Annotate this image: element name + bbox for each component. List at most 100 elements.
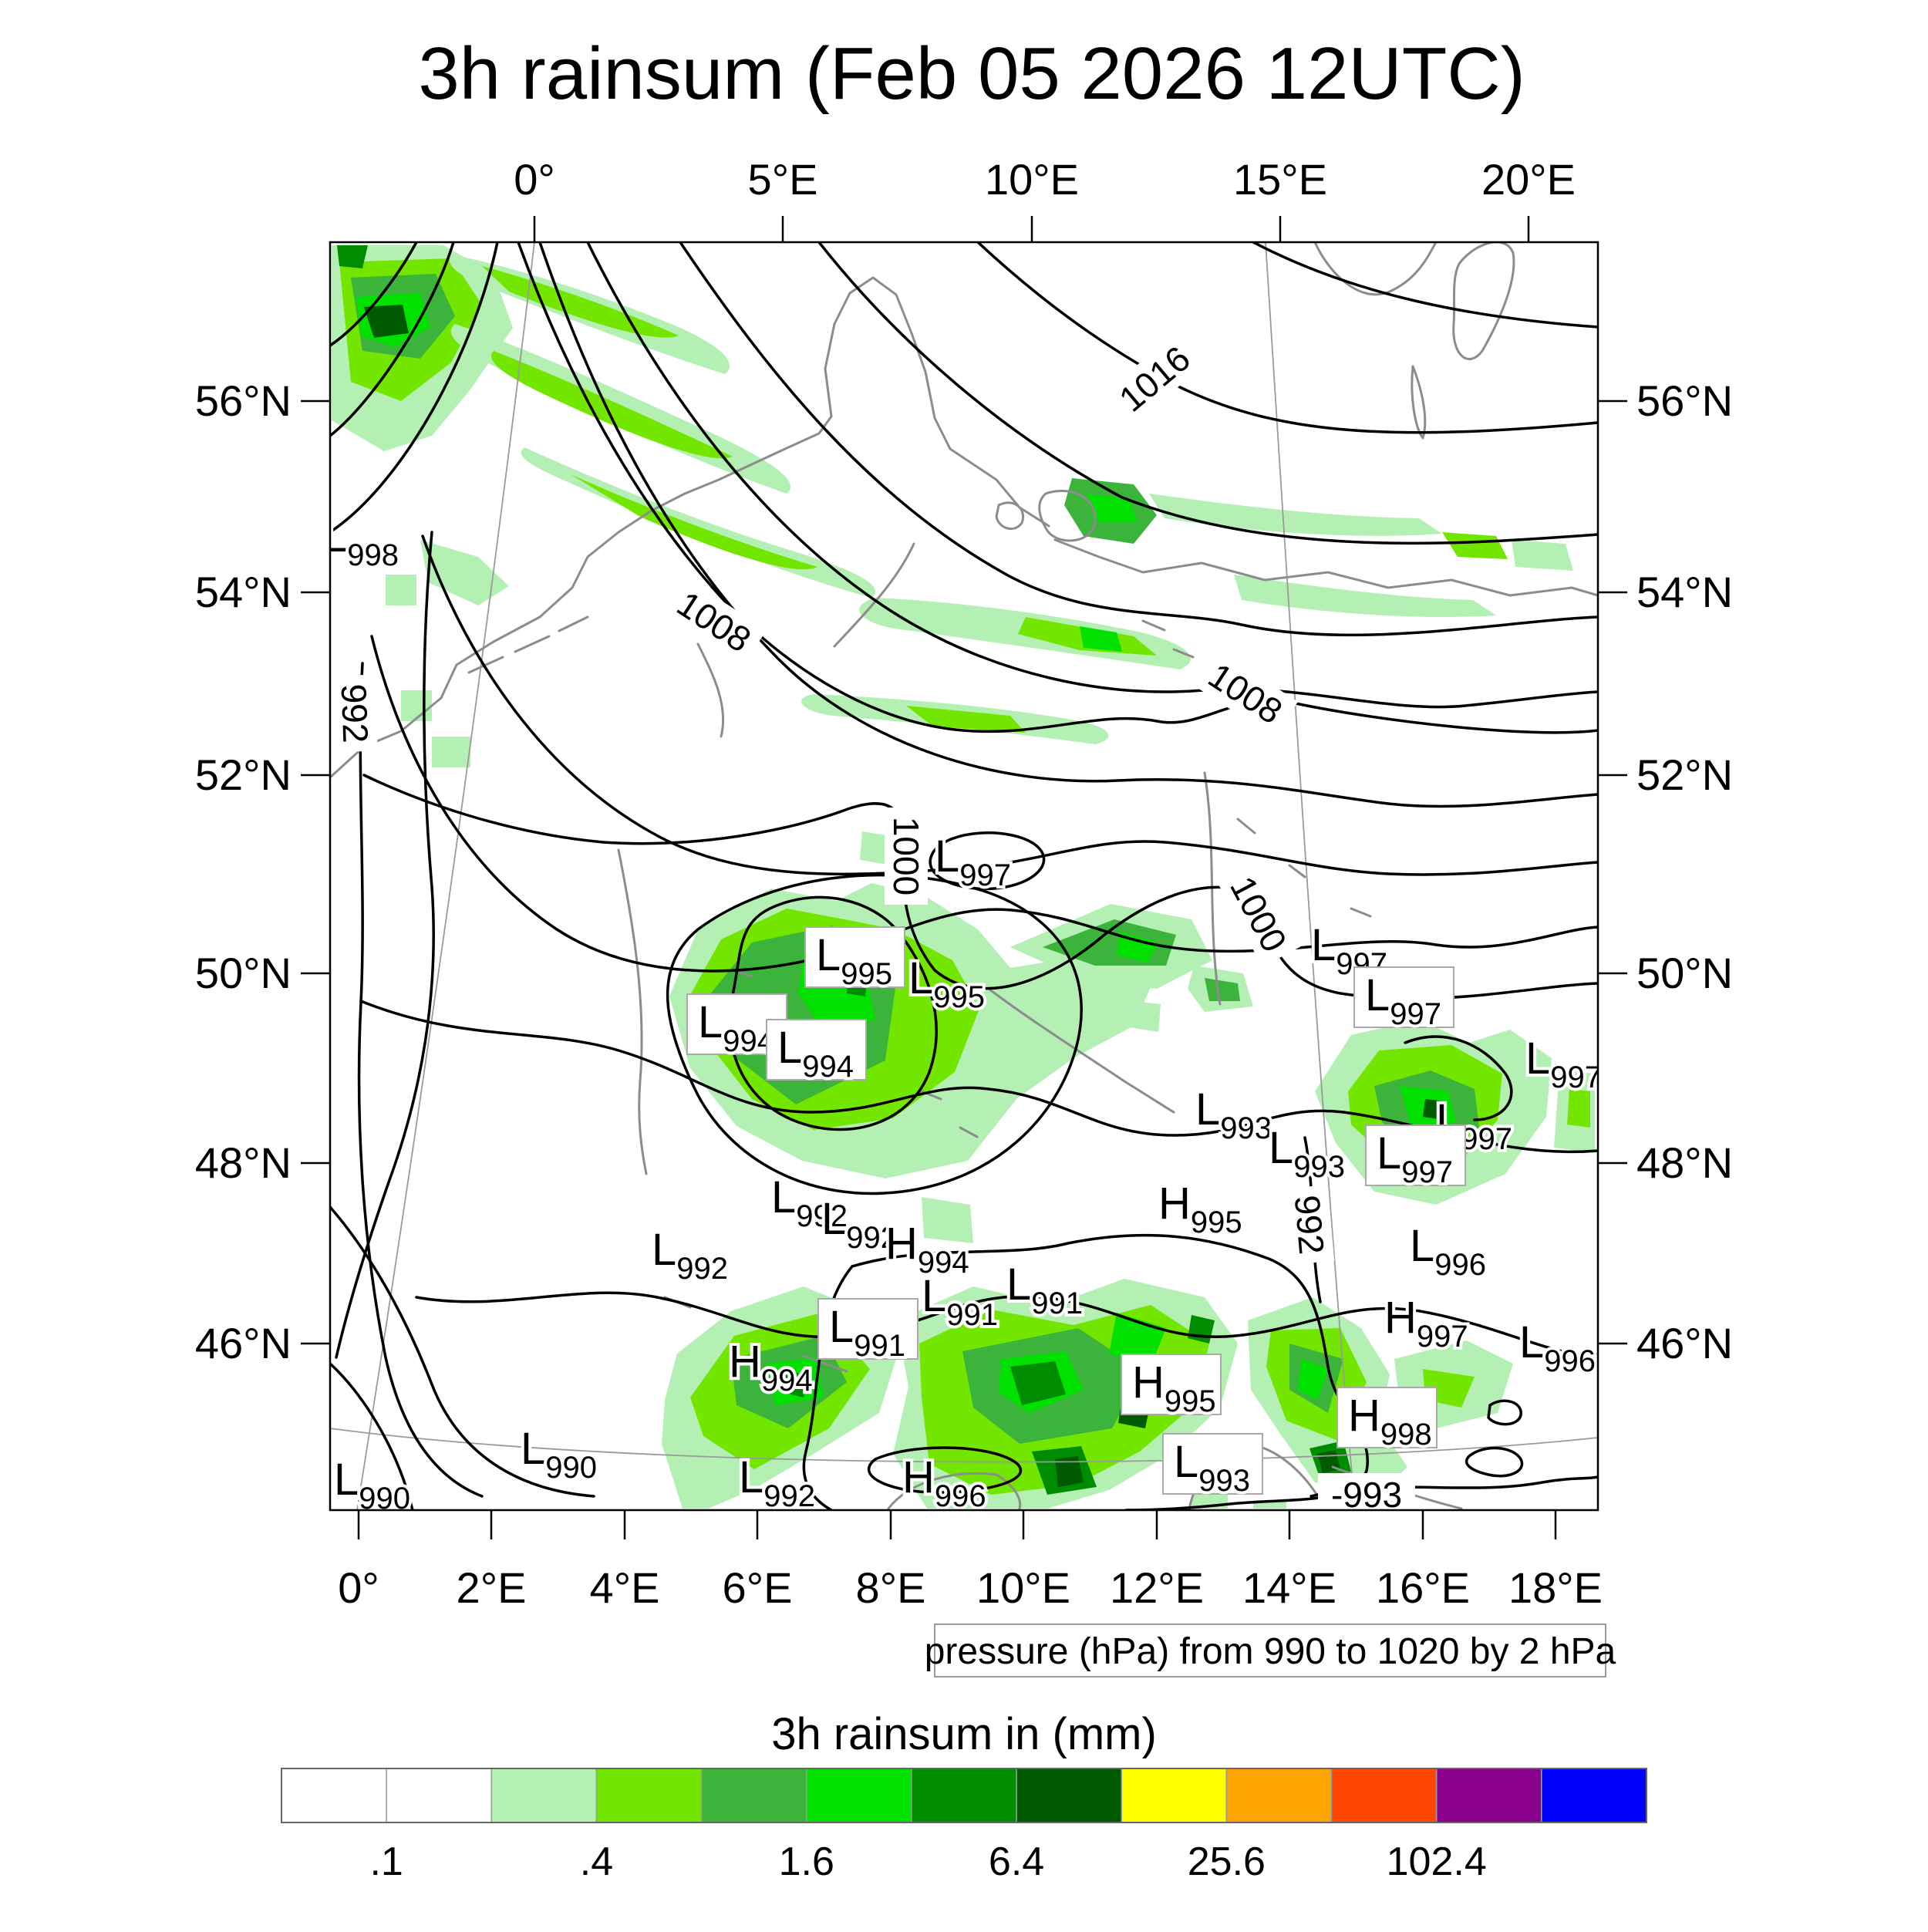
tick-label-left: 46°N [195, 1319, 292, 1367]
tick-label-left: 56°N [195, 376, 292, 425]
tick-label-bottom: 18°E [1508, 1563, 1603, 1612]
low-pressure-label: L993 [1162, 1433, 1263, 1501]
svg-text:L997: L997 [1377, 1128, 1453, 1189]
tick-label-bottom: 2°E [457, 1563, 527, 1612]
low-pressure-label: L991 [817, 1298, 918, 1366]
svg-text:L991: L991 [1006, 1259, 1083, 1320]
colorbar-tick-label: 25.6 [1188, 1839, 1266, 1884]
svg-text:H994: H994 [729, 1337, 813, 1398]
high-pressure-label: H997 [1381, 1290, 1471, 1357]
colorbar-cell [700, 1768, 807, 1823]
colorbar-cell [1016, 1768, 1122, 1823]
tick-label-top: 5°E [748, 155, 818, 204]
svg-text:L996: L996 [1519, 1317, 1596, 1378]
rain-patch [1205, 978, 1240, 1001]
svg-text:L993: L993 [1269, 1123, 1345, 1184]
svg-text:L992: L992 [739, 1452, 815, 1513]
rain-patch [420, 540, 509, 605]
svg-text:L996: L996 [1410, 1221, 1486, 1282]
pressure-label-box [1336, 1387, 1438, 1448]
svg-text:H994: H994 [885, 1219, 969, 1280]
high-pressure-label: H995 [1155, 1175, 1245, 1242]
low-pressure-label: L997 [932, 828, 1014, 895]
rain-patch [1567, 1089, 1590, 1128]
svg-text:L990: L990 [334, 1455, 410, 1516]
colorbar-cell [806, 1768, 912, 1823]
colorbar-cell [911, 1768, 1017, 1823]
svg-text:992: 992 [1287, 1194, 1332, 1256]
rain-patch [364, 305, 409, 338]
pressure-label-box [1121, 1354, 1222, 1415]
svg-text:H997: H997 [1384, 1293, 1468, 1354]
low-pressure-label: L995 [804, 926, 905, 994]
tick-label-bottom: 6°E [723, 1563, 793, 1612]
contour-label: 992 [1284, 1185, 1335, 1265]
pressure-label-box [1365, 1124, 1466, 1186]
svg-text:L997: L997 [935, 831, 1011, 892]
low-pressure-label: L997 [1522, 1030, 1602, 1097]
tick-label-right: 50°N [1636, 949, 1733, 997]
tick-label-bottom: 10°E [976, 1563, 1070, 1612]
tick-label-top: 20°E [1481, 155, 1576, 204]
rain-patch [1149, 494, 1442, 536]
tick-label-left: 50°N [195, 949, 292, 997]
colorbar-cell [281, 1768, 387, 1823]
rain-patch [571, 474, 817, 570]
rain-patch [1010, 1361, 1066, 1405]
low-pressure-label: L995 [905, 950, 988, 1017]
svg-text:L997: L997 [1365, 970, 1441, 1031]
colorbar-tick-label: .4 [580, 1839, 613, 1884]
low-pressure-label: L993 [1266, 1120, 1348, 1187]
colorbar-cell [386, 1768, 493, 1823]
low-pressure-label: L998 [322, 508, 402, 575]
high-pressure-label: H998 [1336, 1387, 1438, 1455]
svg-text:L991: L991 [829, 1302, 905, 1363]
parallel-45n [330, 1428, 1598, 1463]
tick-label-top: 0° [514, 155, 555, 204]
low-pressure-label: L991 [918, 1268, 1001, 1335]
svg-text:1000: 1000 [1222, 870, 1295, 959]
rain-patch [922, 1197, 973, 1243]
map-frame [329, 241, 1599, 1512]
svg-text:H998: H998 [1348, 1391, 1432, 1452]
pressure-label-box [804, 926, 905, 988]
tick-label-bottom: 4°E [590, 1563, 660, 1612]
isobar-layer [330, 242, 1598, 1510]
high-pressure-label: H996 [899, 1449, 989, 1513]
high-pressure-label: H994 [726, 1334, 816, 1401]
tick-label-top: 15°E [1233, 155, 1327, 204]
meridian-15e [1265, 242, 1356, 1510]
svg-text:L998: L998 [322, 511, 399, 572]
contour-label: -993 [1318, 1473, 1415, 1515]
tick-label-bottom: 16°E [1376, 1563, 1470, 1612]
low-pressure-label: L997 [1353, 966, 1454, 1034]
axis-right: 56°N 54°N 52°N 50°N 48°N 46°N [1598, 376, 1733, 1367]
colorbar-cell [1541, 1768, 1647, 1823]
low-pressure-label: L994 [686, 993, 787, 1061]
tick-label-right: 56°N [1636, 376, 1733, 425]
low-pressure-label: L996 [1516, 1314, 1598, 1381]
svg-text:L997: L997 [1525, 1033, 1602, 1094]
svg-text:992: 992 [334, 683, 376, 744]
rain-patch [1087, 494, 1138, 523]
colorbar-cell [1225, 1768, 1333, 1823]
rain-patch [521, 447, 876, 598]
tick-label-bottom: 14°E [1242, 1563, 1336, 1612]
svg-text:L993: L993 [1174, 1437, 1250, 1498]
svg-text:H996: H996 [902, 1452, 986, 1513]
pressure-caption-box: pressure (hPa) from 990 to 1020 by 2 hPa [925, 1623, 1616, 1677]
svg-text:L997: L997 [1436, 1095, 1512, 1156]
tick-label-left: 52°N [195, 750, 292, 799]
svg-text:L992: L992 [821, 1194, 898, 1255]
svg-text:1000: 1000 [886, 817, 926, 895]
svg-text:-993: -993 [1331, 1475, 1402, 1515]
graticule-layer [330, 242, 1598, 1510]
svg-text:L995: L995 [816, 930, 892, 991]
caption-text: pressure (hPa) from 990 to 1020 by 2 hPa [925, 1631, 1616, 1672]
svg-text:L994: L994 [777, 1023, 854, 1084]
rain-patch [783, 1371, 808, 1398]
low-pressure-label: L991 [1003, 1256, 1086, 1323]
tick-label-top: 10°E [985, 155, 1079, 204]
svg-text:H995: H995 [1132, 1357, 1216, 1418]
